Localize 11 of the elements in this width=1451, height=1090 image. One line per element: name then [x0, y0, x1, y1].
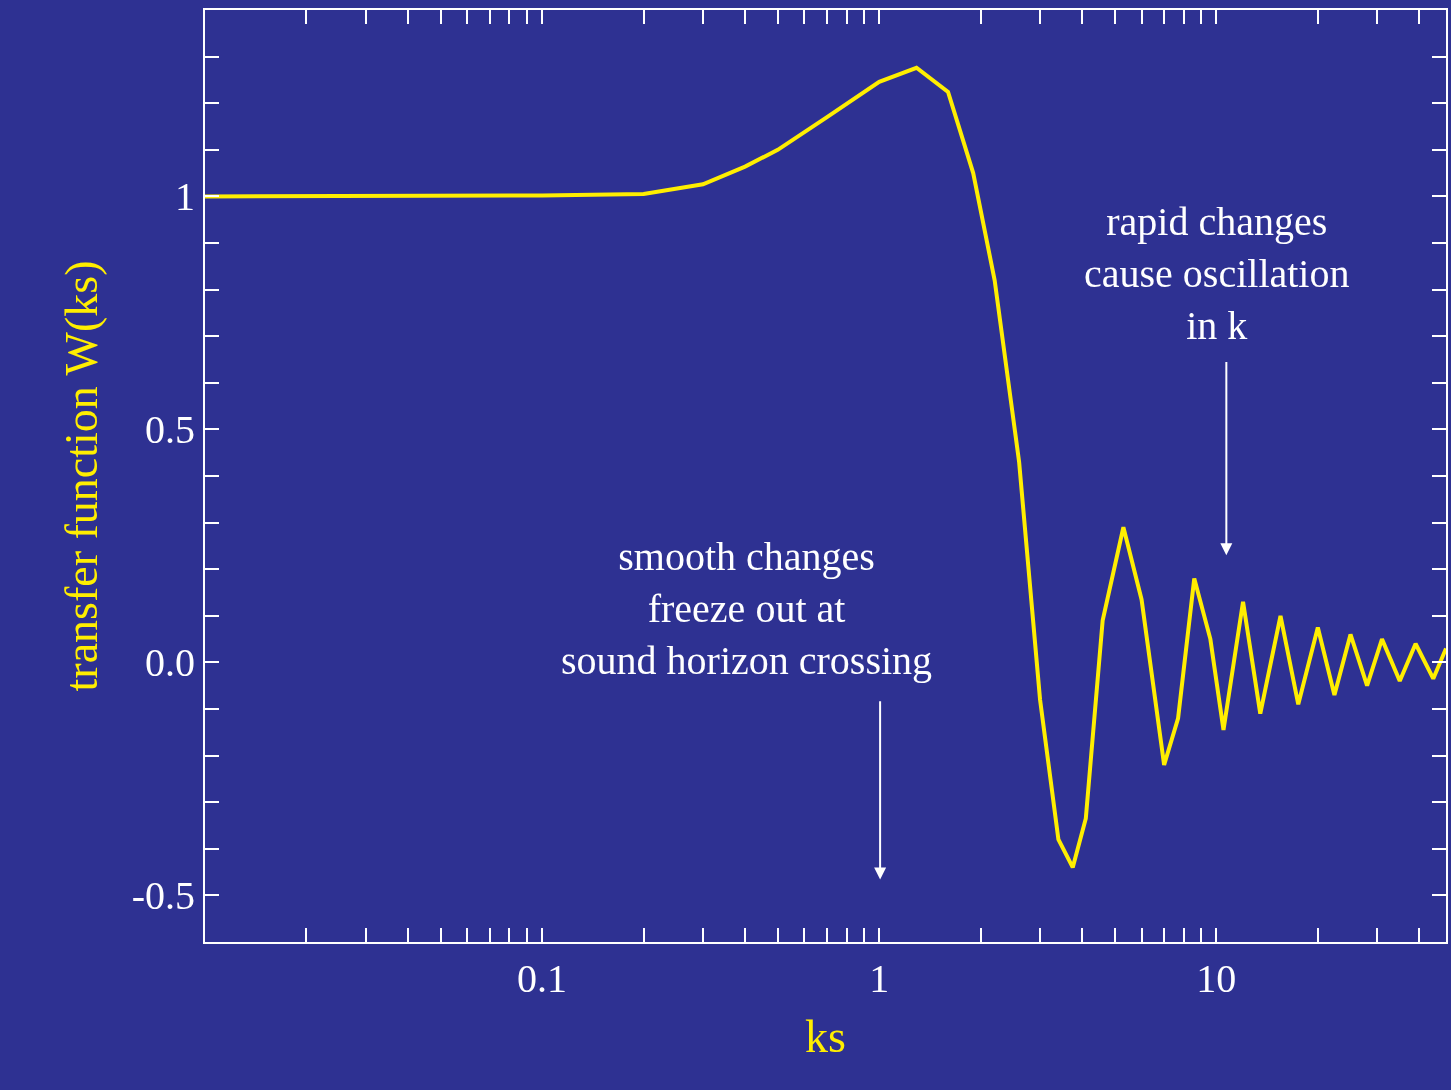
x-tick-label: 0.1 — [517, 956, 568, 1001]
y-tick-label: 0.0 — [145, 640, 195, 686]
y-tick-label: -0.5 — [131, 873, 195, 919]
x-tick-label: 1 — [869, 956, 890, 1001]
x-axis-title: ks — [805, 1011, 846, 1063]
y-tick-label: 1 — [175, 174, 195, 220]
annotation: rapid changes cause oscillation in k — [1084, 199, 1350, 348]
x-tick-label: 10 — [1196, 956, 1237, 1001]
y-axis-title: transfer function W(ks) — [55, 260, 107, 692]
annotation: smooth changes freeze out at sound horizon crossing — [561, 534, 933, 683]
y-tick-label: 0.5 — [145, 407, 195, 453]
